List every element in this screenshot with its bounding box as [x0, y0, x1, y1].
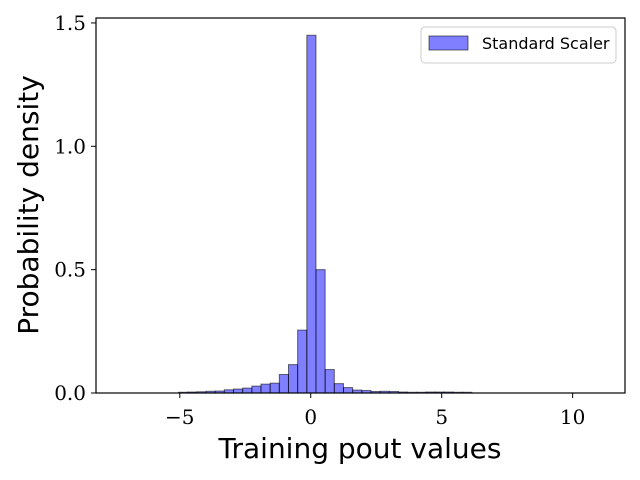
histogram-bar: [342, 387, 354, 394]
histogram-bar: [242, 387, 253, 394]
y-axis-ticks: 0.0 0.5 1.0 1.5: [54, 11, 96, 405]
x-axis-label: Training pout values: [218, 432, 502, 465]
histogram-bar: [278, 373, 289, 394]
y-tick-label: 1.5: [54, 11, 86, 35]
plot-frame: [95, 17, 626, 394]
legend-label: Standard Scaler: [482, 34, 610, 53]
legend-frame: [420, 26, 617, 64]
histogram-bar: [297, 329, 308, 394]
histogram-bar: [333, 383, 344, 394]
histogram-bar: [287, 364, 299, 394]
x-axis-ticks: −5 0 5 10: [165, 393, 585, 429]
y-tick-label: 0.0: [54, 381, 86, 405]
histogram-bar: [251, 385, 262, 394]
x-tick-label: −5: [165, 405, 194, 429]
histogram-bar: [260, 383, 271, 394]
y-tick-label: 0.5: [54, 258, 86, 282]
x-tick-label: 0: [304, 405, 317, 429]
legend-swatch: [428, 35, 469, 51]
histogram-bar: [324, 369, 335, 394]
x-tick-label: 5: [435, 405, 448, 429]
histogram-bar: [315, 269, 326, 394]
histogram-bar: [269, 382, 280, 394]
y-tick-label: 1.0: [54, 134, 86, 158]
x-tick-label: 10: [560, 405, 585, 429]
histogram-bar: [306, 34, 317, 394]
legend: Standard Scaler: [420, 26, 617, 64]
y-axis-label: Probability density: [12, 75, 45, 335]
